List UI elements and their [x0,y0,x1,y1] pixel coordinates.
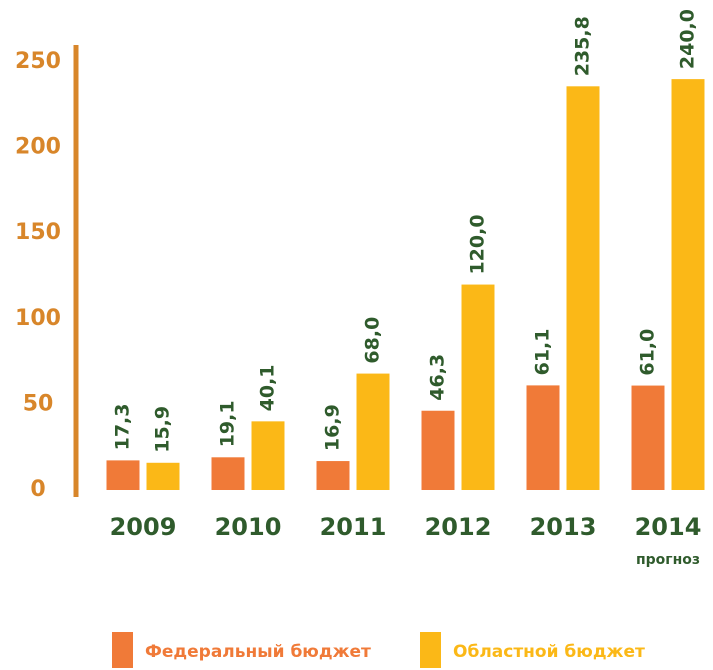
legend-swatch [112,632,133,668]
value-label: 61,0 [637,329,659,376]
value-label: 40,1 [257,364,279,411]
value-label: 235,8 [572,16,594,76]
bar [356,373,390,490]
bar [211,457,245,490]
bar [671,79,705,491]
y-tick-label: 50 [23,391,54,416]
bar [421,410,455,490]
value-label: 16,9 [322,404,344,451]
value-label: 120,0 [467,214,489,274]
legend-label: Федеральный бюджет [145,642,371,662]
legend-label: Областной бюджет [453,642,645,662]
bar [316,461,350,490]
x-tick-label: 2011 [320,513,387,541]
bar [146,462,180,490]
value-label: 46,3 [427,354,449,401]
bar [631,385,665,490]
value-label: 15,9 [152,406,174,453]
annotation: прогноз [636,552,700,568]
x-tick-label: 2012 [425,513,492,541]
x-tick-label: 2013 [530,513,597,541]
y-tick-label: 200 [15,135,61,160]
bar [566,86,600,491]
x-tick-label: 2014 [635,513,702,541]
bar [251,421,285,490]
y-tick-label: 150 [15,220,61,245]
value-label: 240,0 [677,9,699,69]
legend-swatch [420,632,441,668]
bar [461,284,495,490]
value-label: 17,3 [112,403,134,450]
bar [106,460,140,490]
x-tick-label: 2009 [110,513,177,541]
y-tick-label: 250 [15,49,61,74]
y-tick-label: 0 [30,477,45,502]
value-label: 19,1 [217,400,239,447]
y-tick-label: 100 [15,306,61,331]
x-tick-label: 2010 [215,513,282,541]
bar [526,385,560,490]
value-label: 61,1 [532,329,554,376]
value-label: 68,0 [362,317,384,364]
